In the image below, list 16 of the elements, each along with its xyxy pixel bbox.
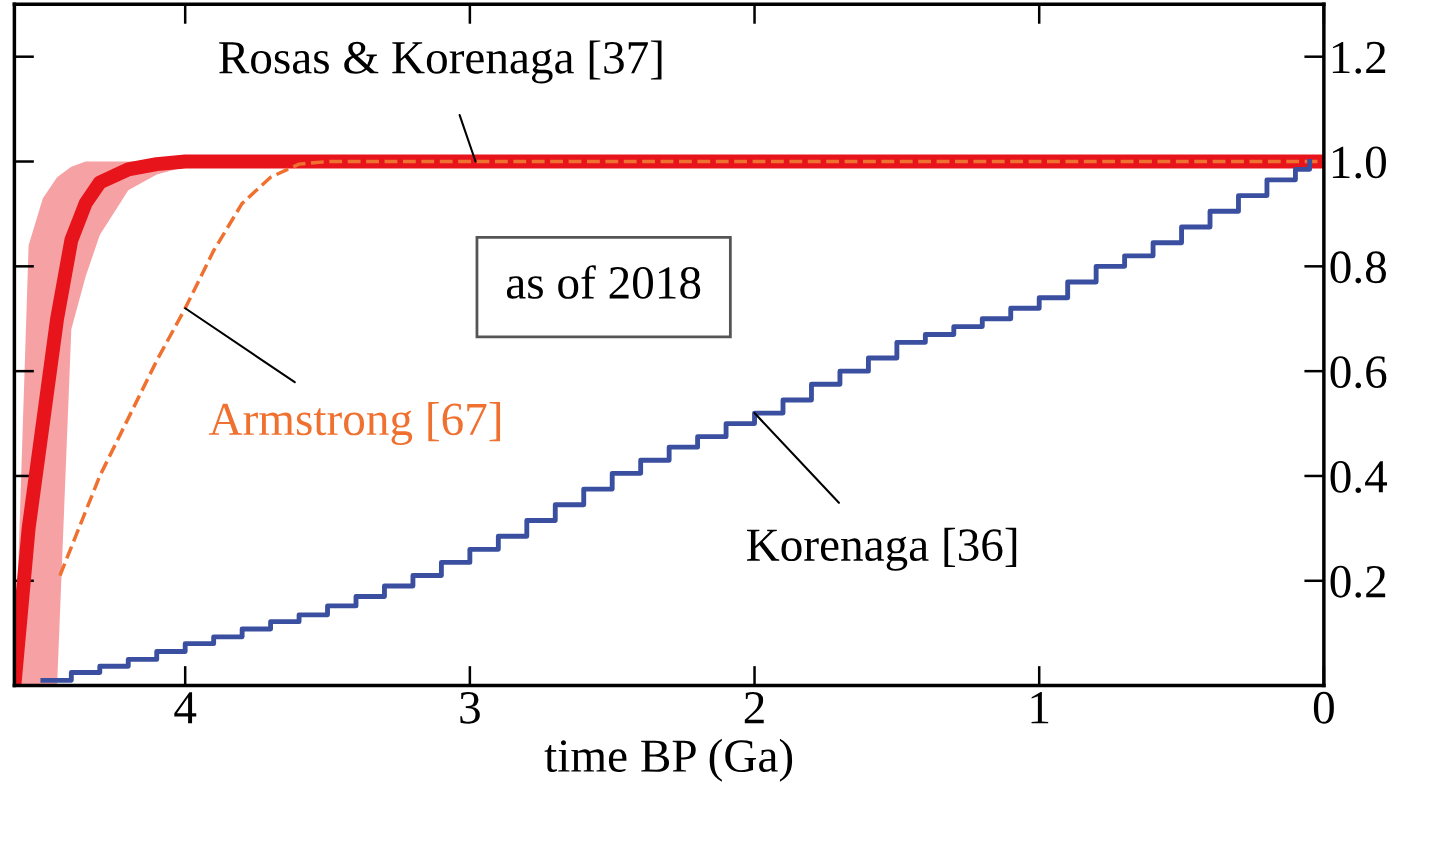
y-tick-label: 0.4 — [1330, 460, 1388, 494]
x-tick-label: 4 — [174, 692, 197, 724]
series-label: Rosas & Korenaga [37] — [219, 40, 662, 84]
x-tick-label: 0 — [1313, 691, 1334, 724]
y-tick-label: 0.2 — [1330, 565, 1386, 598]
annotation: as of 2018 — [506, 265, 701, 299]
series-label: Armstrong [67] — [208, 402, 501, 446]
x-axis-title: time BP (Ga) — [544, 738, 793, 782]
x-tick-label: 1 — [1031, 692, 1049, 724]
series-label: Korenaga [36] — [746, 527, 1017, 571]
x-tick-label: 2 — [744, 691, 764, 724]
y-tick-label: 0.6 — [1330, 356, 1387, 389]
x-tick-label: 3 — [460, 691, 480, 724]
y-tick-label: 1.0 — [1332, 146, 1386, 179]
y-tick-label: 1.2 — [1332, 41, 1386, 74]
y-tick-label: 0.8 — [1330, 251, 1386, 284]
